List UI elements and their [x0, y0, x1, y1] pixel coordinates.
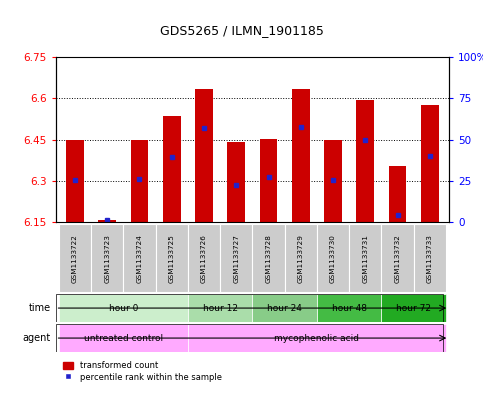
Bar	[99, 220, 116, 222]
Text: GSM1133730: GSM1133730	[330, 233, 336, 283]
Bar	[317, 224, 349, 292]
Bar	[324, 140, 342, 222]
Bar	[188, 324, 446, 352]
Text: GSM1133726: GSM1133726	[201, 233, 207, 283]
Bar	[414, 224, 446, 292]
Bar	[156, 224, 188, 292]
Text: GSM1133724: GSM1133724	[136, 233, 142, 283]
Text: GDS5265 / ILMN_1901185: GDS5265 / ILMN_1901185	[159, 24, 324, 37]
Bar	[59, 324, 188, 352]
Bar	[284, 224, 317, 292]
Bar	[382, 224, 414, 292]
Text: untreated control: untreated control	[84, 334, 163, 343]
Bar	[382, 294, 446, 322]
Bar	[260, 139, 277, 222]
Bar	[389, 166, 406, 222]
Text: hour 48: hour 48	[332, 303, 367, 312]
Text: hour 0: hour 0	[109, 303, 138, 312]
Text: GSM1133722: GSM1133722	[72, 233, 78, 283]
Bar	[188, 224, 220, 292]
Bar	[220, 224, 253, 292]
Bar	[253, 224, 284, 292]
Bar	[59, 224, 91, 292]
Bar	[91, 224, 123, 292]
Bar	[421, 105, 439, 222]
Bar	[317, 294, 382, 322]
Legend: transformed count, percentile rank within the sample: transformed count, percentile rank withi…	[60, 358, 225, 385]
Text: agent: agent	[23, 333, 51, 343]
Text: GSM1133728: GSM1133728	[266, 233, 271, 283]
Bar	[163, 116, 181, 222]
Text: hour 72: hour 72	[396, 303, 431, 312]
Bar	[195, 89, 213, 222]
Text: hour 12: hour 12	[202, 303, 238, 312]
Text: GSM1133727: GSM1133727	[233, 233, 239, 283]
Bar	[356, 100, 374, 222]
Text: hour 24: hour 24	[267, 303, 302, 312]
Bar	[253, 294, 317, 322]
Text: GSM1133725: GSM1133725	[169, 233, 175, 283]
Text: GSM1133732: GSM1133732	[395, 233, 400, 283]
Text: mycophenolic acid: mycophenolic acid	[274, 334, 359, 343]
Text: time: time	[28, 303, 51, 313]
Bar	[66, 140, 84, 222]
Text: GSM1133723: GSM1133723	[104, 233, 110, 283]
Bar	[227, 142, 245, 222]
Bar	[59, 294, 188, 322]
Text: GSM1133729: GSM1133729	[298, 233, 304, 283]
Bar	[123, 224, 156, 292]
Text: GSM1133731: GSM1133731	[362, 233, 369, 283]
Bar	[292, 89, 310, 222]
Bar	[188, 294, 253, 322]
Bar	[130, 140, 148, 222]
Bar	[349, 224, 382, 292]
Text: GSM1133733: GSM1133733	[427, 233, 433, 283]
